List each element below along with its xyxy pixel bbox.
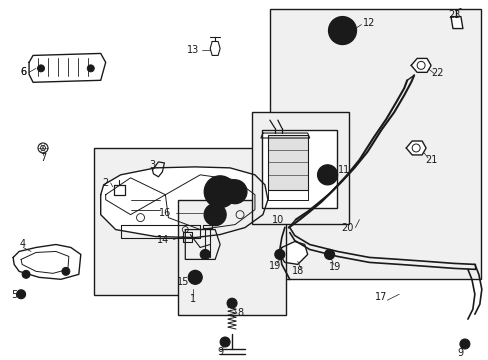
Text: 12: 12	[363, 18, 375, 28]
Bar	[262, 130, 336, 208]
Text: 6: 6	[20, 67, 26, 77]
Text: 19: 19	[268, 261, 281, 271]
Circle shape	[62, 267, 70, 275]
Circle shape	[188, 270, 202, 284]
Polygon shape	[185, 230, 220, 260]
Bar	[178, 200, 285, 315]
Text: 1: 1	[190, 294, 196, 304]
Text: 23: 23	[447, 10, 459, 20]
Circle shape	[200, 249, 210, 260]
Circle shape	[204, 204, 225, 226]
Text: 14: 14	[157, 234, 169, 244]
Text: 19: 19	[329, 262, 341, 273]
Polygon shape	[203, 225, 212, 228]
Polygon shape	[279, 242, 307, 264]
Text: 8: 8	[237, 308, 243, 318]
Polygon shape	[450, 17, 462, 28]
Circle shape	[17, 290, 25, 299]
Bar	[94, 148, 272, 295]
Text: 4: 4	[20, 239, 26, 249]
Circle shape	[22, 270, 30, 278]
Polygon shape	[29, 53, 105, 82]
Polygon shape	[13, 244, 81, 279]
Circle shape	[204, 176, 236, 208]
Text: 7: 7	[40, 153, 46, 163]
Polygon shape	[183, 231, 192, 242]
Text: 10: 10	[271, 215, 284, 225]
Text: 5: 5	[11, 290, 17, 300]
Polygon shape	[113, 185, 124, 195]
Circle shape	[223, 180, 246, 204]
Circle shape	[328, 17, 356, 45]
Circle shape	[317, 165, 337, 185]
Circle shape	[459, 339, 469, 349]
Polygon shape	[101, 167, 267, 238]
Bar	[267, 135, 307, 190]
Circle shape	[226, 298, 237, 308]
Bar	[251, 112, 349, 224]
Text: 16: 16	[159, 208, 171, 218]
Circle shape	[274, 249, 284, 260]
Text: 13: 13	[187, 45, 199, 55]
Text: 22: 22	[430, 68, 443, 78]
Text: 18: 18	[291, 266, 303, 276]
Text: 15: 15	[177, 277, 189, 287]
Circle shape	[38, 65, 44, 72]
Polygon shape	[261, 133, 309, 138]
Text: 20: 20	[341, 222, 353, 233]
Text: 2: 2	[102, 178, 109, 188]
Polygon shape	[406, 141, 425, 155]
Bar	[269, 9, 480, 279]
Text: 11: 11	[338, 165, 350, 175]
Polygon shape	[267, 190, 307, 200]
Circle shape	[87, 65, 94, 72]
Circle shape	[324, 249, 334, 260]
Polygon shape	[410, 58, 430, 72]
Text: 3: 3	[149, 160, 155, 170]
Text: 9: 9	[217, 347, 223, 357]
Text: 17: 17	[374, 292, 386, 302]
Text: 9: 9	[457, 348, 463, 358]
Text: 21: 21	[424, 155, 436, 165]
Circle shape	[220, 337, 229, 347]
Text: 6: 6	[20, 67, 26, 77]
